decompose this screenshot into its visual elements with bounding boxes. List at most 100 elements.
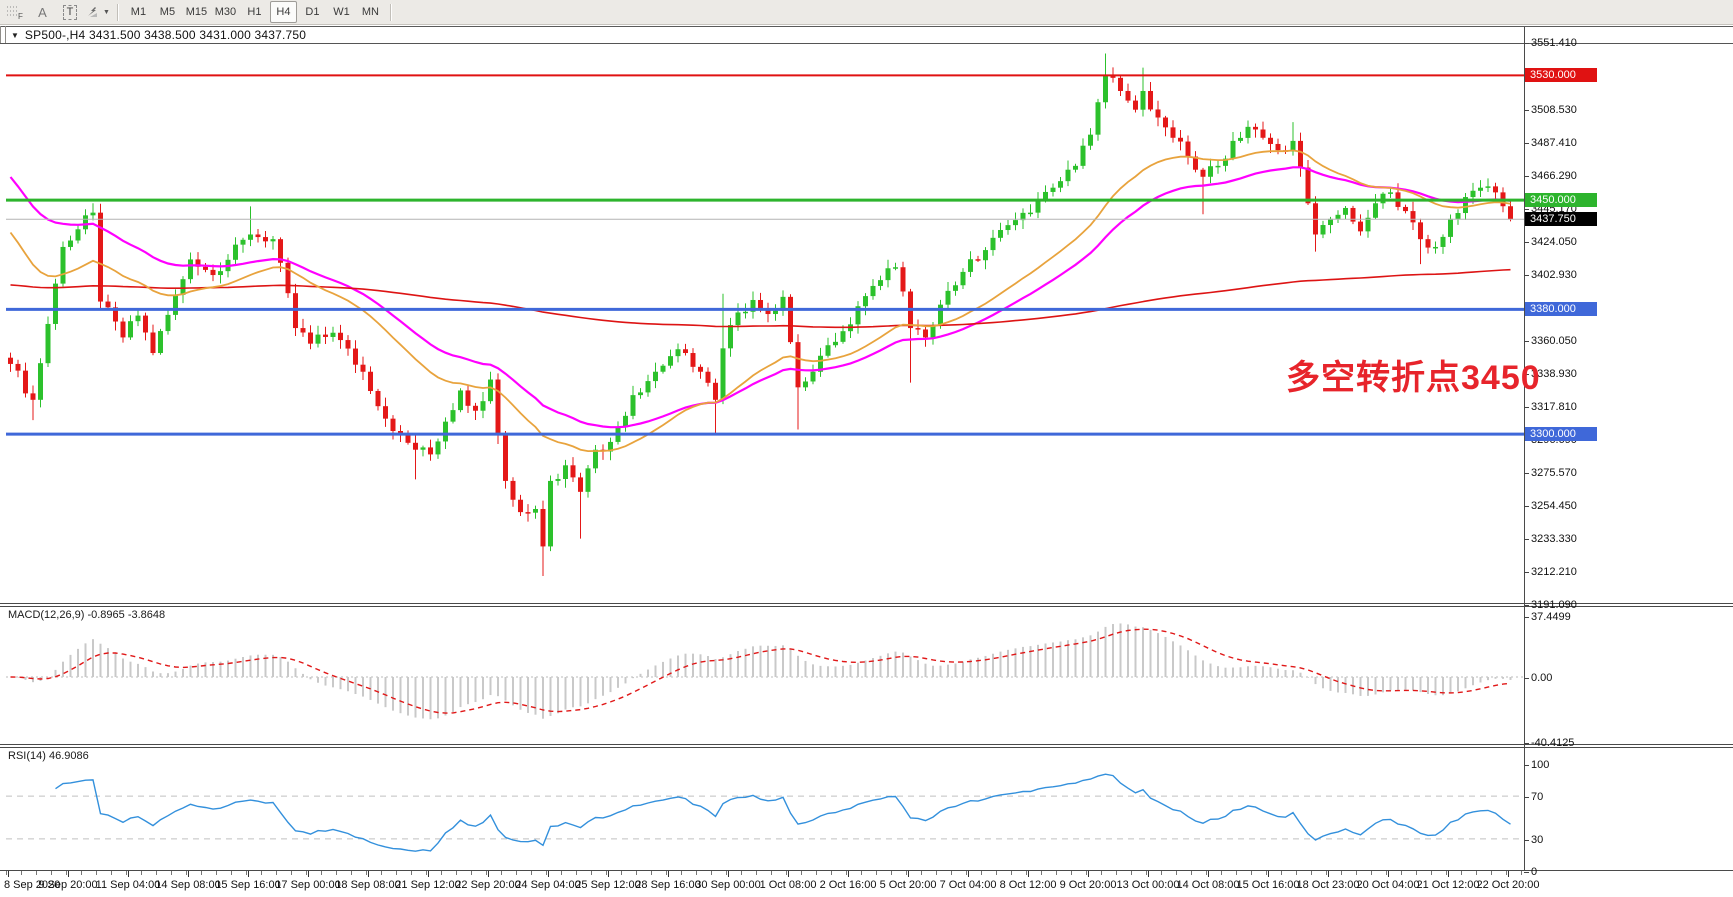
- collapse-triangle-icon[interactable]: ▼: [11, 30, 19, 40]
- date-tick-label: 1 Oct 08:00: [759, 879, 817, 891]
- date-tick-label: 25 Sep 12:00: [575, 879, 641, 891]
- date-tick-label: 8 Oct 12:00: [999, 879, 1057, 891]
- text-tool-t-icon: T: [62, 4, 78, 20]
- timeframe-button-w1[interactable]: W1: [333, 6, 350, 18]
- toolbar-separator: [389, 3, 392, 21]
- date-tick-label: 14 Sep 08:00: [155, 879, 221, 891]
- macd-axis-label: 37.4499: [1524, 611, 1571, 624]
- date-major-tick: [1028, 871, 1029, 877]
- price-tick-label: 3424.050: [1524, 235, 1577, 248]
- price-tick-label: 3338.930: [1524, 368, 1577, 381]
- date-major-tick: [128, 871, 129, 877]
- date-major-tick: [1088, 871, 1089, 877]
- date-tick-label: 9 Oct 20:00: [1059, 879, 1117, 891]
- panel-separator[interactable]: [0, 603, 1733, 607]
- date-tick-label: 7 Oct 04:00: [939, 879, 997, 891]
- date-major-tick: [1388, 871, 1389, 877]
- date-major-tick: [848, 871, 849, 877]
- date-major-tick: [488, 871, 489, 877]
- date-major-tick: [968, 871, 969, 877]
- price-level-label: 3530.000: [1525, 68, 1597, 83]
- timeframe-button-m30[interactable]: M30: [214, 6, 237, 18]
- timeframe-button-m15[interactable]: M15: [185, 6, 208, 18]
- toolbar-separator: [116, 3, 119, 21]
- date-tick-label: 11 Sep 04:00: [95, 879, 161, 891]
- rsi-panel[interactable]: [0, 748, 1733, 870]
- rsi-axis-label: 30: [1523, 833, 1544, 846]
- date-tick-label: 22 Sep 20:00: [455, 879, 521, 891]
- price-tick-label: 3508.530: [1524, 103, 1577, 116]
- price-tick-label: 3254.450: [1524, 500, 1577, 513]
- price-tick-label: 3191.090: [1524, 598, 1577, 611]
- timeframe-button-h1[interactable]: H1: [247, 6, 262, 18]
- date-major-tick: [1328, 871, 1329, 877]
- macd-label: MACD(12,26,9) -0.8965 -3.8648: [8, 609, 166, 621]
- date-tick-label: 18 Sep 08:00: [335, 879, 401, 891]
- date-tick-label: 28 Sep 16:00: [635, 879, 701, 891]
- rsi-label: RSI(14) 46.9086: [8, 750, 89, 762]
- chart-text-annotation: 多空转折点3450: [1286, 359, 1541, 397]
- chart-shift-icon[interactable]: F: [3, 1, 27, 23]
- window-top-border: [0, 26, 1733, 27]
- price-tick-label: 3466.290: [1524, 169, 1577, 182]
- main-price-chart[interactable]: [0, 44, 1733, 603]
- rsi-axis-label: 70: [1523, 791, 1544, 804]
- timeframe-button-h4[interactable]: H4: [269, 1, 297, 23]
- macd-axis-label: -40.4125: [1523, 737, 1575, 750]
- timeframe-button-m5[interactable]: M5: [159, 6, 176, 18]
- timeframe-button-d1[interactable]: D1: [305, 6, 320, 18]
- price-axis-divider: [1524, 27, 1525, 871]
- timeframe-button-m1[interactable]: M1: [130, 6, 147, 18]
- chart-title: SP500-,H4 3431.500 3438.500 3431.000 343…: [24, 28, 307, 42]
- price-tick-label: 3402.930: [1524, 268, 1577, 281]
- date-major-tick: [1448, 871, 1449, 877]
- date-major-tick: [68, 871, 69, 877]
- price-level-label: 3300.000: [1525, 427, 1597, 442]
- macd-axis-label: 0.00: [1523, 672, 1553, 684]
- price-tick-label: 3212.210: [1524, 566, 1577, 579]
- date-tick-label: 5 Oct 20:00: [879, 879, 937, 891]
- date-major-tick: [428, 871, 429, 877]
- dropdown-caret-icon: ▼: [103, 8, 110, 16]
- date-tick-label: 9 Sep 20:00: [38, 879, 98, 891]
- date-tick-label: 20 Oct 04:00: [1356, 879, 1420, 891]
- date-major-tick: [8, 871, 9, 877]
- price-level-label: 3380.000: [1525, 302, 1597, 317]
- ma-orange: [9, 149, 1511, 453]
- date-tick-label: 14 Oct 08:00: [1176, 879, 1240, 891]
- date-tick-label: 18 Oct 23:00: [1296, 879, 1360, 891]
- timeframe-button-mn[interactable]: MN: [361, 6, 379, 18]
- date-tick-marks: [6, 871, 1522, 875]
- price-tick-label: 3317.810: [1524, 401, 1577, 414]
- date-major-tick: [248, 871, 249, 877]
- date-major-tick: [368, 871, 369, 877]
- panel-separator[interactable]: [0, 744, 1733, 748]
- date-tick-label: 2 Oct 16:00: [819, 879, 877, 891]
- date-major-tick: [788, 871, 789, 877]
- toolbar: F A T ▼ M1 M5 M15 M30 H1 H4 D1 W1 MN: [0, 0, 1733, 25]
- date-major-tick: [908, 871, 909, 877]
- date-tick-label: 21 Sep 12:00: [395, 879, 461, 891]
- date-major-tick: [608, 871, 609, 877]
- font-tool-button[interactable]: A: [38, 4, 47, 20]
- cursor-arrows-icon: [88, 7, 97, 17]
- date-tick-label: 30 Sep 00:00: [695, 879, 761, 891]
- date-major-tick: [308, 871, 309, 877]
- text-tool-button[interactable]: T: [58, 1, 82, 23]
- ma-red: [10, 268, 1511, 329]
- date-major-tick: [1148, 871, 1149, 877]
- ma-magenta: [9, 166, 1511, 429]
- date-tick-label: 15 Oct 16:00: [1236, 879, 1300, 891]
- svg-text:F: F: [18, 12, 23, 20]
- dotted-grid-icon: F: [7, 6, 23, 20]
- candles-layer: [8, 53, 1513, 577]
- price-level-label: 3450.000: [1525, 193, 1597, 208]
- date-major-tick: [188, 871, 189, 877]
- chart-title-bar[interactable]: ▼ SP500-,H4 3431.500 3438.500 3431.000 3…: [7, 27, 1724, 43]
- date-axis[interactable]: 8 Sep 2020 9 Sep 20:00 11 Sep 04:00 14 Sep …: [0, 871, 1733, 897]
- arrows-tool-button[interactable]: ▼: [84, 1, 111, 23]
- macd-histogram: [17, 623, 1512, 720]
- date-major-tick: [1208, 871, 1209, 877]
- macd-panel[interactable]: [0, 607, 1733, 744]
- price-tick-label: 3233.330: [1524, 533, 1577, 546]
